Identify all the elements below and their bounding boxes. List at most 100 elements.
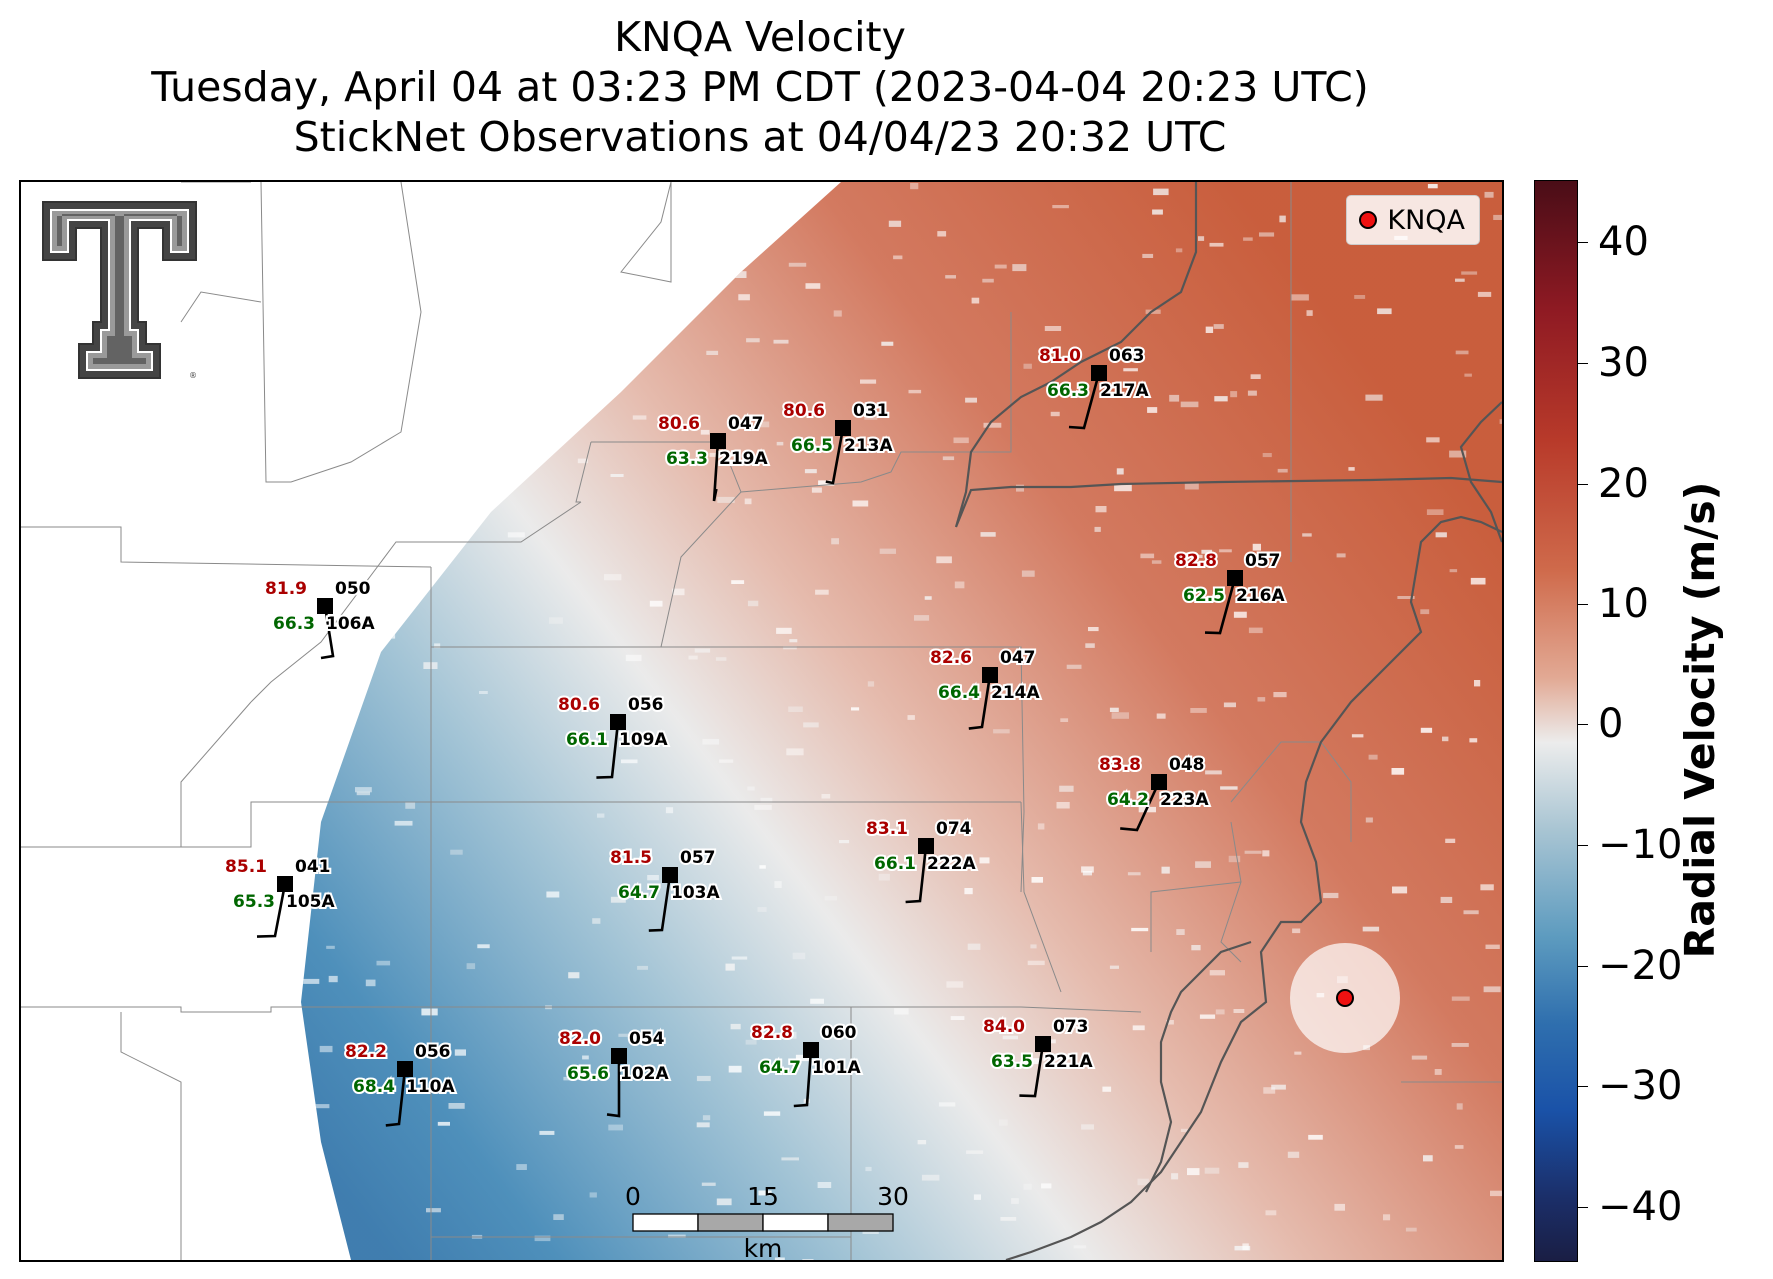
echo-speckle — [1044, 326, 1062, 331]
echo-speckle — [1456, 1103, 1463, 1110]
echo-speckle — [229, 807, 242, 812]
echo-speckle — [1354, 295, 1366, 299]
velocity-colorbar — [1534, 180, 1578, 1262]
echo-speckle — [187, 557, 202, 560]
station-temperature: 84.0 — [983, 1017, 1025, 1037]
echo-speckle — [380, 361, 388, 365]
echo-speckle — [144, 256, 152, 260]
echo-speckle — [553, 1214, 564, 1220]
echo-speckle — [1031, 877, 1043, 883]
scale-bar-seg-4 — [827, 1213, 894, 1232]
echo-speckle — [22, 521, 37, 526]
echo-speckle — [1477, 291, 1492, 297]
station-id: 217A — [1100, 381, 1149, 401]
echo-speckle — [1213, 324, 1224, 329]
colorbar-tick-label: −10 — [1598, 822, 1683, 868]
echo-speckle — [950, 1016, 965, 1020]
echo-speckle — [1175, 248, 1183, 253]
echo-speckle — [701, 1182, 716, 1186]
colorbar-tick-mark — [1578, 242, 1588, 243]
station-marker — [1227, 570, 1243, 586]
echo-speckle — [965, 397, 977, 403]
echo-speckle — [1234, 1245, 1251, 1251]
echo-speckle — [1156, 713, 1166, 719]
echo-speckle — [285, 1119, 297, 1124]
echo-speckle — [462, 484, 478, 492]
echo-speckle — [166, 971, 175, 978]
station-219A: 80.6 047 63.3 219A — [656, 412, 770, 502]
echo-speckle — [84, 919, 102, 923]
echo-speckle — [1377, 308, 1392, 315]
echo-speckle — [821, 794, 831, 799]
echo-speckle — [1351, 734, 1364, 738]
echo-speckle — [259, 699, 276, 704]
echo-speckle — [731, 580, 745, 584]
echo-speckle — [1095, 506, 1107, 513]
echo-speckle — [201, 1016, 214, 1020]
echo-speckle — [334, 638, 347, 646]
echo-speckle — [139, 1181, 148, 1188]
echo-speckle — [479, 691, 488, 694]
echo-speckle — [161, 818, 171, 823]
echo-speckle — [1116, 468, 1124, 475]
station-temperature: 82.2 — [345, 1042, 387, 1062]
echo-speckle — [1365, 817, 1373, 823]
echo-speckle — [1205, 326, 1214, 333]
echo-speckle — [1233, 1009, 1245, 1013]
echo-speckle — [1132, 1025, 1145, 1031]
echo-speckle — [1109, 707, 1119, 712]
station-pressure: 031 — [853, 401, 889, 421]
colorbar-tick-mark — [1578, 604, 1588, 605]
echo-speckle — [532, 431, 547, 437]
echo-speckle — [665, 807, 674, 814]
echo-speckle — [227, 358, 234, 363]
echo-speckle — [1209, 970, 1225, 976]
echo-speckle — [219, 1062, 233, 1065]
station-id: 223A — [1160, 790, 1209, 810]
echo-speckle — [1405, 1227, 1417, 1232]
echo-speckle — [1228, 855, 1241, 863]
echo-speckle — [214, 533, 226, 539]
station-pressure: 048 — [1169, 755, 1205, 775]
echo-speckle — [810, 998, 824, 1004]
station-dewpoint: 64.7 — [759, 1058, 801, 1078]
echo-speckle — [136, 1150, 144, 1153]
station-221A: 84.0 073 63.5 221A — [981, 1015, 1095, 1098]
echo-speckle — [301, 881, 311, 885]
echo-speckle — [34, 997, 45, 1003]
echo-speckle — [1451, 996, 1470, 1001]
echo-speckle — [1102, 1086, 1112, 1092]
echo-speckle — [324, 332, 338, 336]
echo-speckle — [1131, 927, 1149, 932]
echo-speckle — [328, 975, 338, 983]
echo-speckle — [1123, 368, 1138, 372]
echo-speckle — [235, 1011, 243, 1015]
echo-speckle — [216, 398, 227, 403]
echo-speckle — [1166, 1020, 1174, 1025]
echo-speckle — [267, 954, 275, 960]
echo-speckle — [937, 231, 947, 237]
echo-speckle — [217, 377, 233, 384]
station-pressure: 056 — [628, 695, 664, 715]
echo-speckle — [458, 403, 465, 410]
station-id: 216A — [1236, 586, 1285, 606]
echo-speckle — [1176, 929, 1185, 935]
echo-speckle — [752, 238, 762, 244]
echo-speckle — [745, 1039, 757, 1045]
echo-speckle — [964, 888, 973, 895]
echo-speckle — [50, 549, 58, 554]
echo-speckle — [477, 944, 490, 949]
echo-speckle — [839, 840, 850, 844]
echo-speckle — [314, 516, 326, 522]
echo-speckle — [757, 907, 767, 912]
echo-speckle — [267, 650, 276, 653]
echo-speckle — [1449, 450, 1467, 458]
wind-barb — [648, 874, 672, 932]
echo-speckle — [1191, 945, 1201, 951]
echo-speckle — [672, 588, 685, 596]
echo-speckle — [781, 1157, 799, 1161]
echo-speckle — [356, 791, 370, 796]
echo-speckle — [188, 536, 195, 541]
echo-speckle — [979, 857, 990, 864]
station-id: 221A — [1044, 1052, 1093, 1072]
